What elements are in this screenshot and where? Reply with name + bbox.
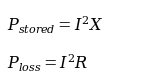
Text: $P_{stored} = I^2 X$: $P_{stored} = I^2 X$ xyxy=(7,15,103,36)
Text: $P_{loss} = I^2 R$: $P_{loss} = I^2 R$ xyxy=(7,52,89,74)
